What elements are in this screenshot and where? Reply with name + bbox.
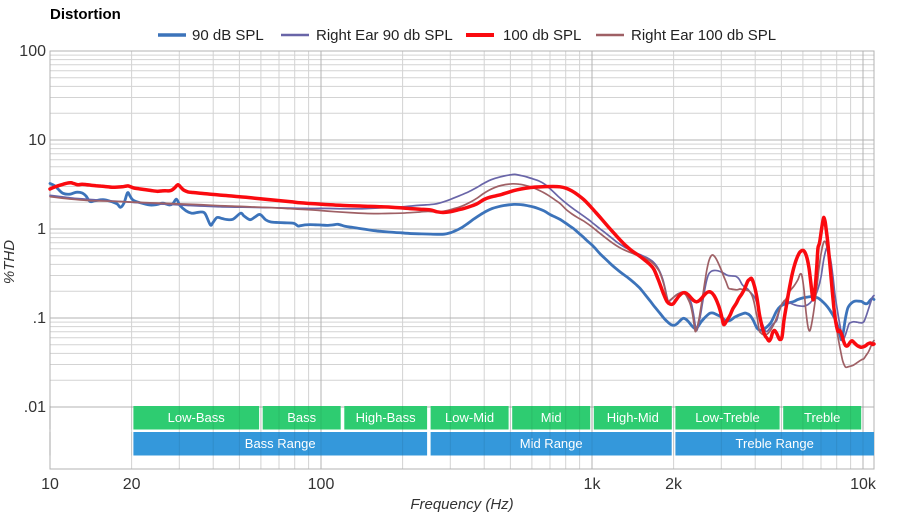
svg-text:100: 100	[308, 476, 335, 493]
svg-text:Low-Mid: Low-Mid	[445, 410, 494, 425]
svg-text:Treble: Treble	[804, 410, 840, 425]
svg-text:.1: .1	[33, 310, 46, 327]
svg-text:Bass: Bass	[287, 410, 316, 425]
svg-text:Distortion: Distortion	[50, 6, 121, 23]
svg-text:100: 100	[19, 43, 46, 60]
svg-text:High-Mid: High-Mid	[607, 410, 659, 425]
svg-text:Right Ear 100 db SPL: Right Ear 100 db SPL	[631, 27, 776, 44]
svg-text:Low-Bass: Low-Bass	[168, 410, 226, 425]
svg-text:%THD: %THD	[1, 240, 18, 284]
svg-text:20: 20	[123, 476, 141, 493]
svg-text:.01: .01	[24, 399, 46, 416]
svg-text:10: 10	[28, 132, 46, 149]
svg-text:Right Ear 90 db SPL: Right Ear 90 db SPL	[316, 27, 453, 44]
svg-text:10: 10	[41, 476, 59, 493]
svg-text:1: 1	[37, 221, 46, 238]
svg-text:High-Bass: High-Bass	[356, 410, 416, 425]
svg-text:1k: 1k	[584, 476, 602, 493]
svg-text:Mid Range: Mid Range	[520, 436, 583, 451]
svg-text:Low-Treble: Low-Treble	[695, 410, 760, 425]
svg-text:Mid: Mid	[541, 410, 562, 425]
svg-text:10k: 10k	[850, 476, 877, 493]
svg-text:100 db SPL: 100 db SPL	[503, 27, 581, 44]
svg-text:Bass Range: Bass Range	[245, 436, 316, 451]
svg-text:90 dB SPL: 90 dB SPL	[192, 27, 264, 44]
svg-text:2k: 2k	[665, 476, 683, 493]
svg-text:Treble Range: Treble Range	[736, 436, 814, 451]
svg-text:Frequency (Hz): Frequency (Hz)	[410, 496, 513, 513]
